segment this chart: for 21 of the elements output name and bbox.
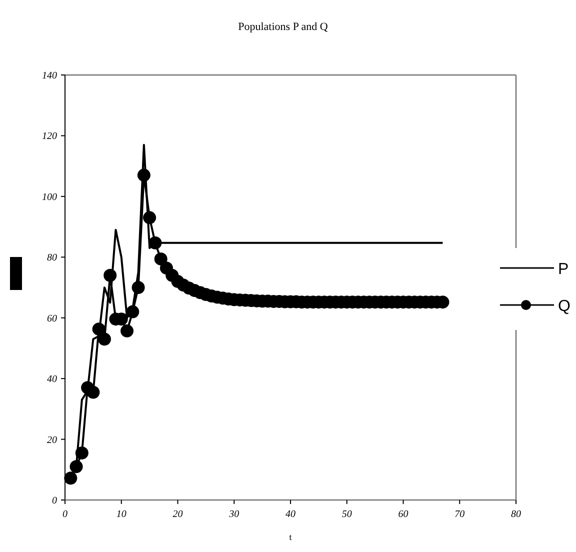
x-tick-label: 10: [116, 509, 126, 520]
y-tick-label: 140: [42, 70, 57, 82]
x-tick-label: 0: [62, 509, 68, 520]
chart-title: Populations P and Q: [238, 21, 328, 33]
x-tick-label: 40: [286, 509, 296, 520]
y-tick-label: 80: [47, 252, 57, 264]
y-tick-label: 0: [52, 496, 57, 506]
x-tick-label: 50: [342, 509, 352, 520]
x-tick-label: 80: [511, 509, 521, 520]
y-tick-label: 100: [42, 192, 57, 203]
y-tick-label: 120: [42, 131, 57, 142]
y-tick-label: 60: [47, 313, 57, 324]
y-tick-label: 20: [47, 434, 57, 446]
y-tick-label: 40: [47, 374, 57, 386]
x-axis-title: t: [289, 532, 292, 542]
x-tick-label: 30: [228, 509, 240, 520]
legend-label: P: [558, 261, 569, 278]
legend-label: Q: [558, 298, 570, 315]
x-tick-label: 20: [172, 509, 183, 520]
x-tick-label: 70: [454, 509, 465, 520]
x-tick-label: 60: [398, 509, 408, 520]
